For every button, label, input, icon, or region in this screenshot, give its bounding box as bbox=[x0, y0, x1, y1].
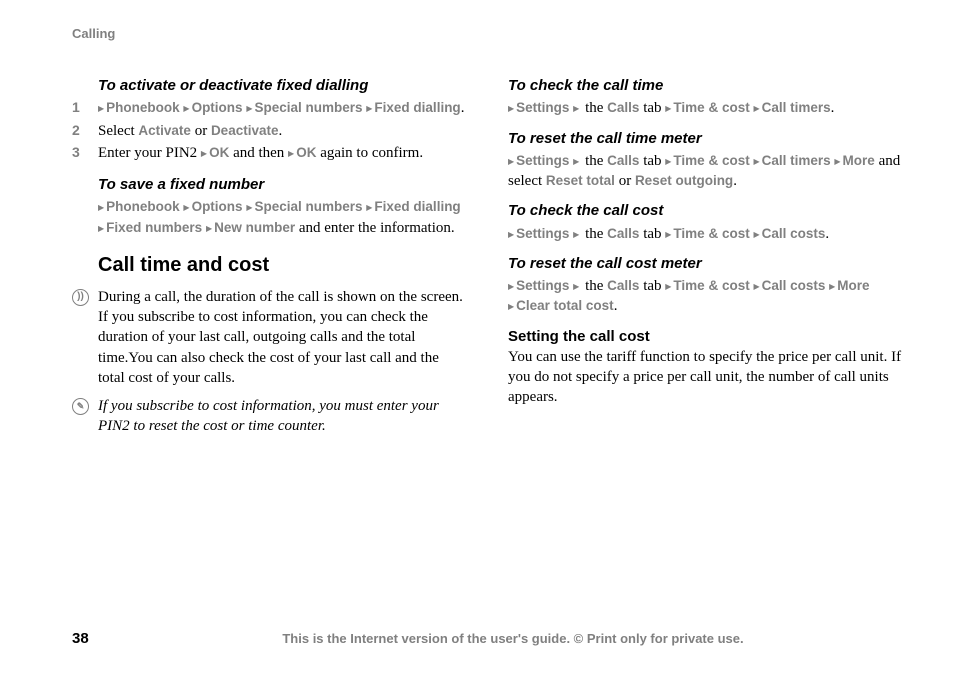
footer-text: This is the Internet version of the user… bbox=[122, 631, 904, 646]
heading-call-time-cost: Call time and cost bbox=[72, 252, 468, 279]
menu-item: Phonebook bbox=[106, 199, 180, 214]
text: or bbox=[615, 173, 635, 189]
step-number: 1 bbox=[72, 98, 98, 117]
step-body: Enter your PIN2 OK and then OK again to … bbox=[98, 143, 468, 163]
menu-item: More bbox=[837, 278, 869, 293]
proc-title-reset-cost: To reset the call cost meter bbox=[508, 254, 904, 274]
text: the bbox=[581, 153, 607, 169]
step-number: 3 bbox=[72, 143, 98, 162]
menu-item: Reset total bbox=[546, 173, 615, 188]
menu-item: Settings bbox=[516, 153, 569, 168]
menu-item: Call timers bbox=[762, 100, 831, 115]
text: the bbox=[581, 100, 607, 116]
menu-item: Time & cost bbox=[673, 278, 749, 293]
left-column: To activate or deactivate fixed dialling… bbox=[72, 70, 468, 437]
menu-item: OK bbox=[296, 145, 316, 160]
proc-body: Settings the Calls tab Time & cost Call … bbox=[508, 151, 904, 192]
text: the bbox=[581, 278, 607, 294]
proc-title-save-fixed: To save a fixed number bbox=[72, 175, 468, 195]
proc-body: Settings the Calls tab Time & cost Call … bbox=[508, 224, 904, 244]
note-icon: ✎ bbox=[72, 398, 89, 415]
text: or bbox=[191, 123, 211, 139]
menu-item: Calls bbox=[607, 226, 639, 241]
menu-item: Settings bbox=[516, 226, 569, 241]
menu-item: Calls bbox=[607, 278, 639, 293]
text: tab bbox=[639, 278, 665, 294]
menu-item: Phonebook bbox=[106, 100, 180, 115]
menu-item: Fixed dialling bbox=[374, 100, 460, 115]
menu-item: Call costs bbox=[762, 226, 826, 241]
menu-item: Options bbox=[192, 100, 243, 115]
menu-item: Deactivate bbox=[211, 123, 279, 138]
menu-item: Options bbox=[192, 199, 243, 214]
text: again to confirm. bbox=[316, 145, 423, 161]
menu-item: Call timers bbox=[762, 153, 831, 168]
step-2: 2 Select Activate or Deactivate. bbox=[72, 121, 468, 141]
right-column: To check the call time Settings the Call… bbox=[508, 70, 904, 437]
info-text: During a call, the duration of the call … bbox=[98, 287, 468, 388]
step-number: 2 bbox=[72, 121, 98, 140]
proc-title-check-cost: To check the call cost bbox=[508, 201, 904, 221]
subheading-setting-cost: Setting the call cost bbox=[508, 327, 904, 347]
text: tab bbox=[639, 100, 665, 116]
menu-item: Time & cost bbox=[673, 153, 749, 168]
menu-item: More bbox=[843, 153, 875, 168]
text: tab bbox=[639, 153, 665, 169]
info-block: )) During a call, the duration of the ca… bbox=[72, 287, 468, 388]
text: the bbox=[581, 226, 607, 242]
note-text: If you subscribe to cost information, yo… bbox=[98, 396, 468, 437]
menu-item: Activate bbox=[138, 123, 191, 138]
proc-title-check-time: To check the call time bbox=[508, 76, 904, 96]
menu-item: Clear total cost bbox=[516, 298, 614, 313]
text: and enter the information. bbox=[295, 220, 455, 236]
menu-item: Special numbers bbox=[254, 199, 362, 214]
text: tab bbox=[639, 226, 665, 242]
menu-item: Fixed dialling bbox=[374, 199, 460, 214]
proc-title-fixed-dialling: To activate or deactivate fixed dialling bbox=[72, 76, 468, 96]
menu-item: OK bbox=[209, 145, 229, 160]
content-columns: To activate or deactivate fixed dialling… bbox=[72, 70, 904, 437]
menu-item: Time & cost bbox=[673, 100, 749, 115]
menu-item: Call costs bbox=[762, 278, 826, 293]
menu-item: Calls bbox=[607, 100, 639, 115]
text: Select bbox=[98, 123, 138, 139]
proc-body: Settings the Calls tab Time & cost Call … bbox=[508, 276, 904, 317]
menu-item: Reset outgoing bbox=[635, 173, 733, 188]
menu-item: Settings bbox=[516, 278, 569, 293]
text: and then bbox=[229, 145, 288, 161]
menu-item: Fixed numbers bbox=[106, 220, 202, 235]
proc-title-reset-time: To reset the call time meter bbox=[508, 129, 904, 149]
page-footer: 38 This is the Internet version of the u… bbox=[72, 630, 904, 647]
step-body: Select Activate or Deactivate. bbox=[98, 121, 468, 141]
menu-item: Calls bbox=[607, 153, 639, 168]
proc-body: Phonebook Options Special numbers Fixed … bbox=[72, 197, 468, 238]
note-block: ✎ If you subscribe to cost information, … bbox=[72, 396, 468, 437]
menu-item: Settings bbox=[516, 100, 569, 115]
sub-para: You can use the tariff function to speci… bbox=[508, 347, 904, 408]
page-number: 38 bbox=[72, 630, 122, 647]
text: Enter your PIN2 bbox=[98, 145, 201, 161]
step-1: 1 Phonebook Options Special numbers Fixe… bbox=[72, 98, 468, 118]
proc-body: Settings the Calls tab Time & cost Call … bbox=[508, 98, 904, 118]
step-3: 3 Enter your PIN2 OK and then OK again t… bbox=[72, 143, 468, 163]
page-header: Calling bbox=[72, 26, 115, 41]
menu-item: New number bbox=[214, 220, 295, 235]
menu-item: Special numbers bbox=[254, 100, 362, 115]
info-icon: )) bbox=[72, 289, 89, 306]
menu-item: Time & cost bbox=[673, 226, 749, 241]
step-body: Phonebook Options Special numbers Fixed … bbox=[98, 98, 468, 118]
